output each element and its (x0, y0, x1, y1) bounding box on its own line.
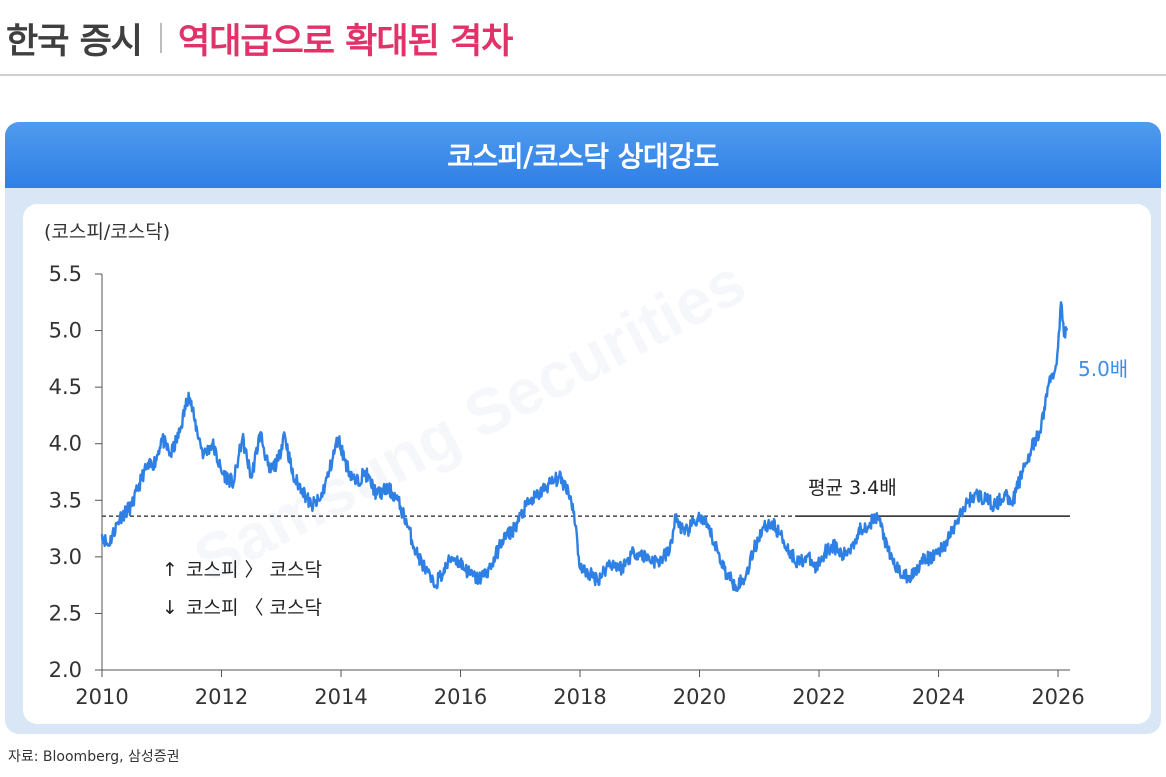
source-note: 자료: Bloomberg, 삼성증권 (8, 749, 180, 765)
panel-title: 코스피/코스닥 상대강도 (447, 140, 719, 173)
legend-down-arrow-icon: ↓ (162, 597, 178, 619)
panel-title-band: 코스피/코스닥 상대강도 (5, 122, 1161, 188)
x-tick-label: 2010 (75, 685, 128, 709)
x-tick-label: 2012 (195, 685, 248, 709)
legend-up-text: 코스피 〉 코스닥 (186, 559, 322, 581)
average-label: 평균 3.4배 (808, 477, 897, 499)
header-category: 한국 증시 (6, 21, 143, 62)
legend-down-text: 코스피 〈 코스닥 (186, 597, 322, 619)
x-tick-label: 2016 (434, 685, 487, 709)
series-line (100, 301, 1069, 592)
x-tick-label: 2024 (912, 685, 965, 709)
y-tick-label: 2.5 (49, 601, 82, 625)
y-tick-label: 5.0 (49, 319, 82, 343)
chart-area (23, 204, 1151, 724)
header: 한국 증시 역대급으로 확대된 격차 (6, 10, 513, 66)
x-tick-label: 2014 (314, 685, 367, 709)
y-tick-label: 3.5 (49, 488, 82, 512)
y-tick-label: 3.0 (49, 545, 82, 569)
y-axis: 5.5 5.0 4.5 4.0 3.5 3.0 2.5 2.0 (49, 262, 103, 682)
legend-up-arrow-icon: ↑ (162, 559, 178, 581)
x-tick-label: 2026 (1031, 685, 1084, 709)
x-axis: 2010 2012 2014 2016 2018 2020 2022 2024 2026 (75, 669, 1085, 709)
header-divider (160, 23, 162, 53)
x-tick-label: 2022 (792, 685, 845, 709)
x-tick-label: 2018 (553, 685, 606, 709)
y-axis-label: (코스피/코스닥) (44, 221, 170, 243)
y-tick-label: 5.5 (49, 262, 82, 286)
header-rule (0, 74, 1166, 76)
end-value-label: 5.0배 (1078, 357, 1128, 381)
x-tick-label: 2020 (673, 685, 726, 709)
y-tick-label: 2.0 (49, 658, 82, 682)
chart-panel: 코스피/코스닥 상대강도 (5, 122, 1161, 734)
header-title: 역대급으로 확대된 격차 (178, 21, 513, 62)
y-tick-label: 4.0 (49, 432, 82, 456)
y-tick-label: 4.5 (49, 375, 82, 399)
